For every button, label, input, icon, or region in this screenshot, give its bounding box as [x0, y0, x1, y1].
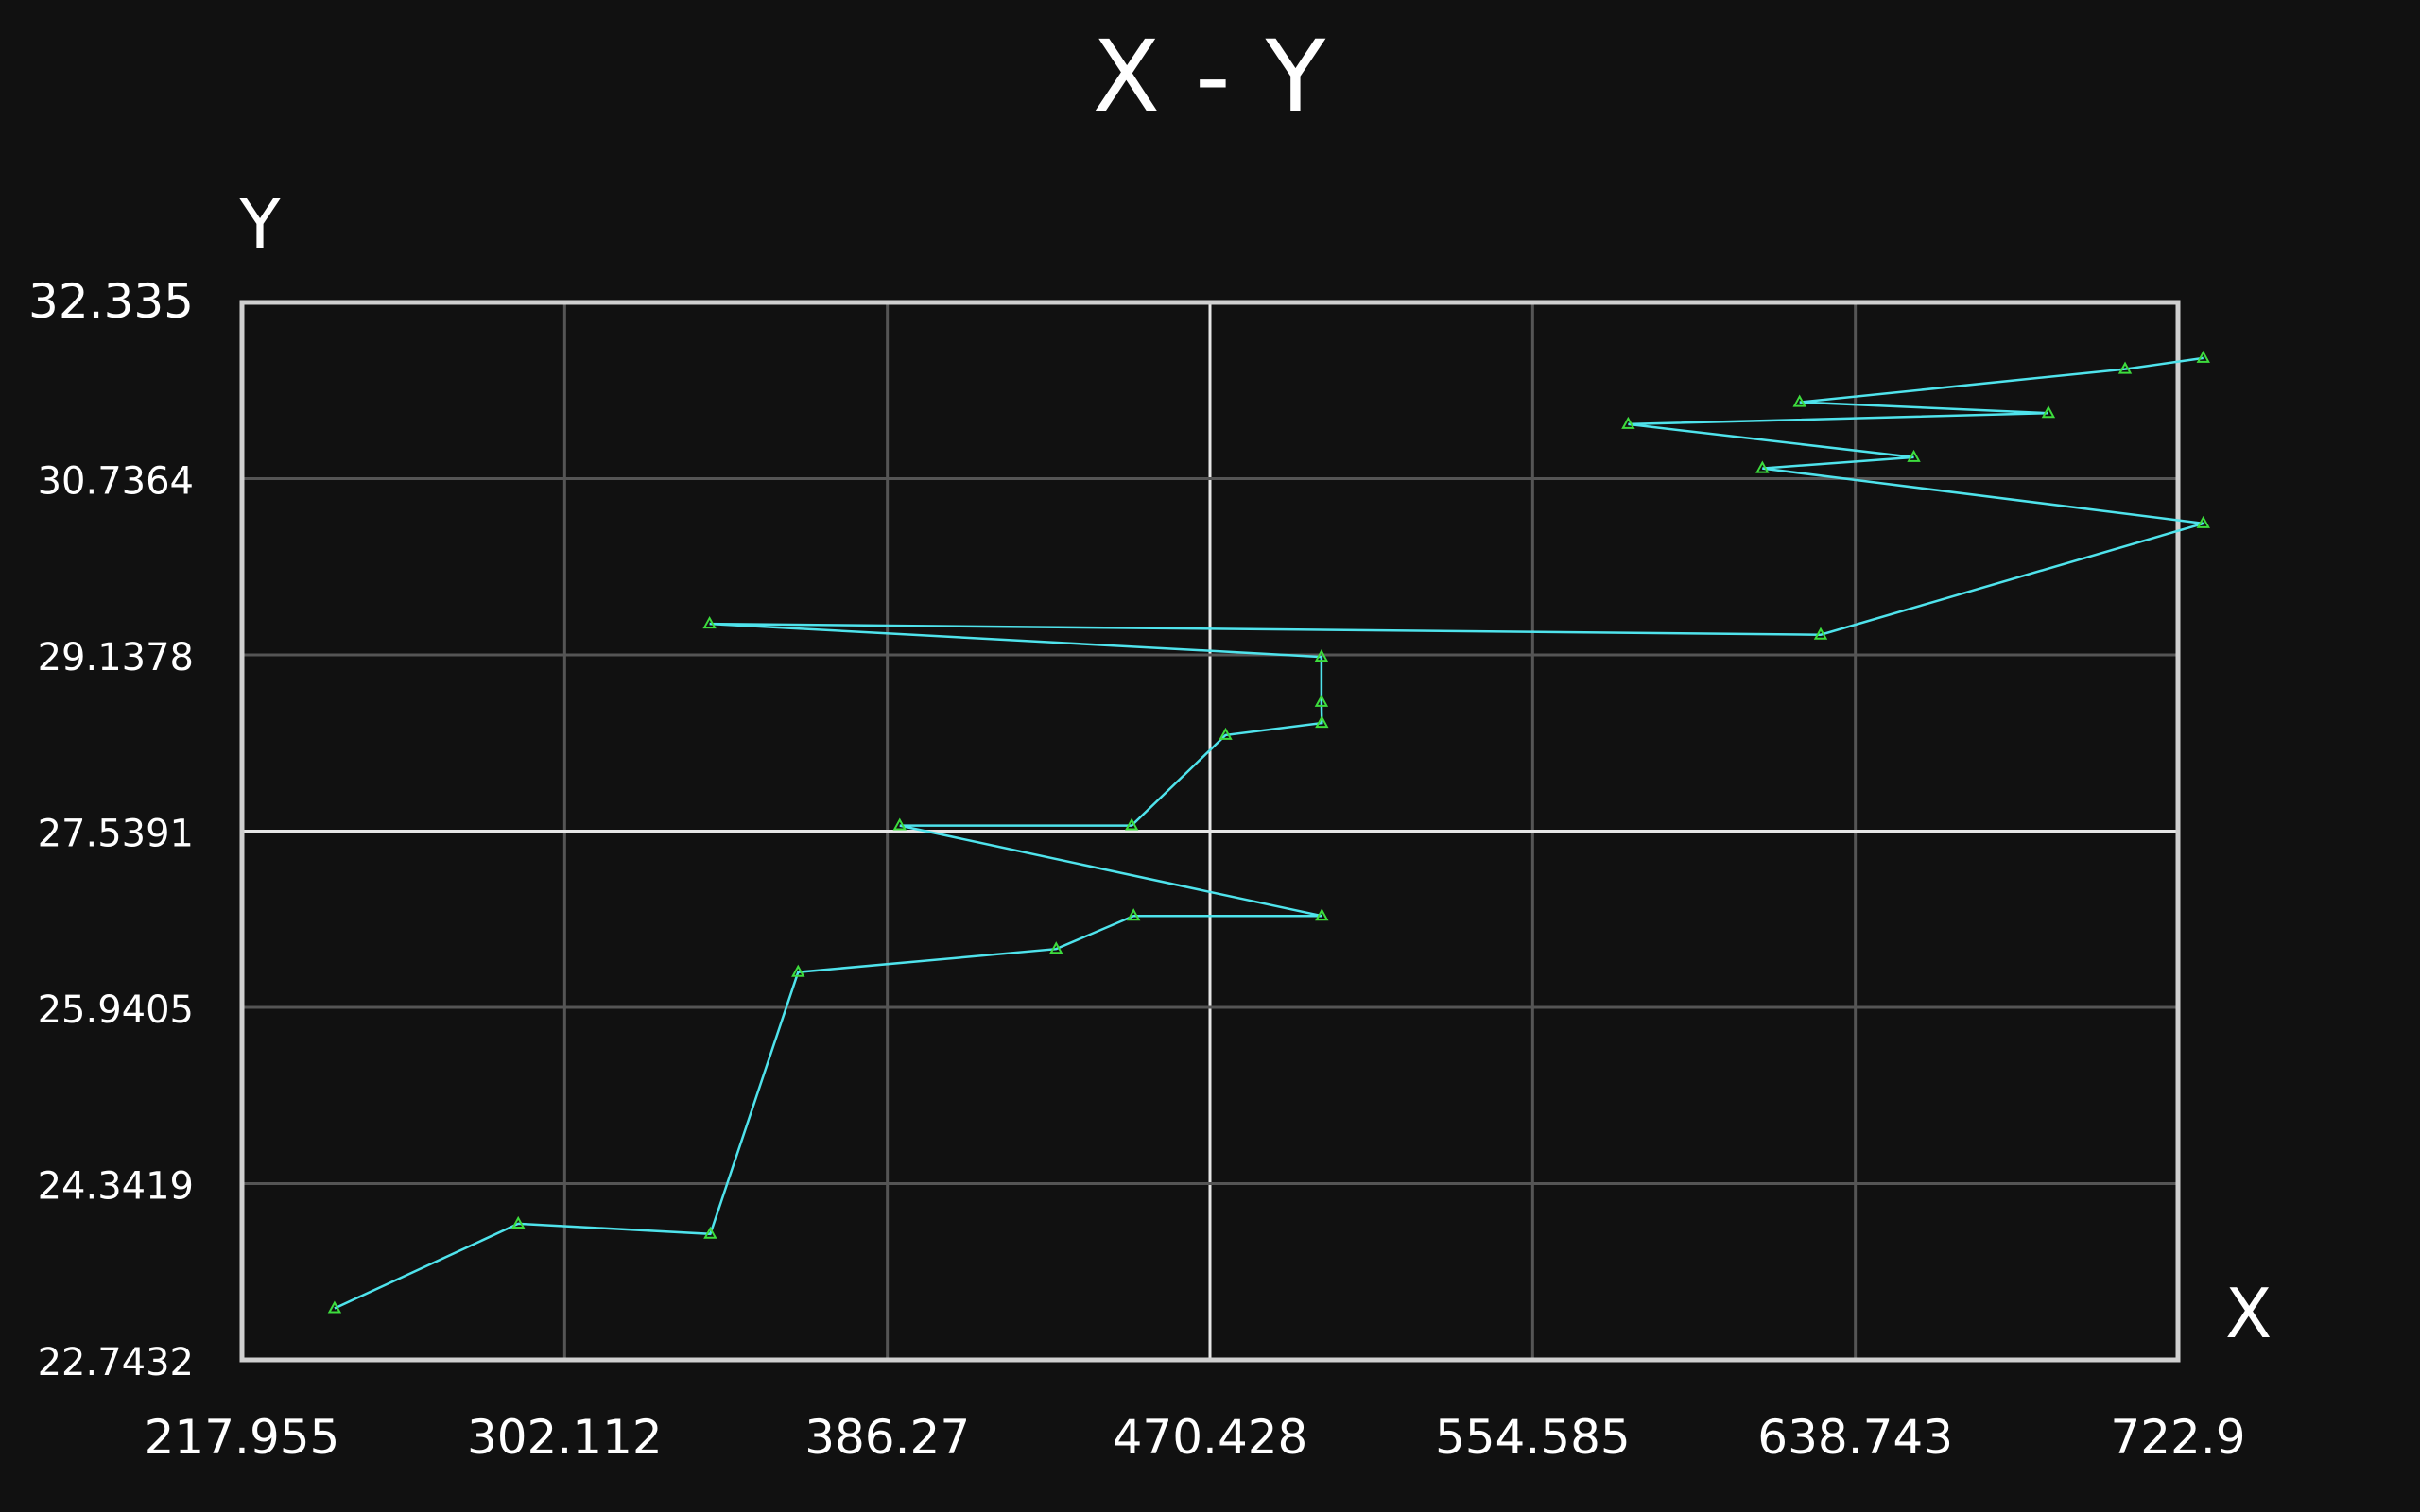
series-group [327, 350, 2210, 1314]
data-point [2118, 361, 2133, 374]
data-point [1813, 627, 1828, 640]
y-tick-labels: 32.335 30.7364 29.1378 27.5391 25.9405 24.341… [28, 274, 194, 1384]
x-tick-label: 386.27 [804, 1410, 970, 1465]
data-point [1792, 394, 1806, 407]
grid-lines [242, 302, 2178, 1360]
x-tick-label: 722.9 [2110, 1410, 2245, 1465]
x-tick-label: 302.112 [467, 1410, 663, 1465]
y-tick-label: 29.1378 [38, 636, 194, 679]
data-point [327, 1300, 342, 1314]
data-point [511, 1215, 526, 1228]
data-point [1621, 416, 1635, 429]
y-tick-label: 22.7432 [38, 1341, 194, 1384]
data-point [1049, 941, 1063, 954]
data-point [1907, 449, 1921, 462]
data-point [2196, 515, 2210, 528]
x-axis-label: X [2225, 1274, 2273, 1353]
data-point [702, 615, 717, 629]
data-point [1314, 648, 1329, 662]
chart-title: X - Y [1092, 19, 1328, 134]
data-point [1314, 694, 1329, 707]
data-point [892, 817, 907, 831]
data-point [1124, 817, 1139, 831]
data-point [1126, 908, 1141, 921]
data-point [1315, 714, 1329, 729]
y-tick-label: 25.9405 [38, 988, 194, 1032]
x-tick-labels: 217.955 302.112 386.27 470.428 554.585 638.74… [145, 1410, 2246, 1465]
data-point [791, 964, 805, 977]
data-point [703, 1226, 717, 1239]
series-line [334, 356, 2204, 1310]
y-tick-label: 24.3419 [38, 1165, 194, 1209]
x-tick-label: 470.428 [1113, 1410, 1308, 1465]
y-tick-label: 32.335 [28, 274, 194, 329]
x-tick-label: 217.955 [145, 1410, 340, 1465]
data-point [1755, 460, 1770, 473]
plot-frame [239, 300, 2181, 1363]
y-axis-label: Y [239, 184, 281, 264]
data-point [1219, 727, 1233, 740]
data-point [2041, 405, 2056, 419]
data-point [2196, 350, 2210, 363]
x-tick-label: 638.743 [1757, 1410, 1953, 1465]
y-tick-label: 30.7364 [38, 460, 194, 504]
y-tick-label: 27.5391 [38, 813, 194, 856]
data-point [1315, 908, 1329, 921]
x-tick-label: 554.585 [1435, 1410, 1631, 1465]
